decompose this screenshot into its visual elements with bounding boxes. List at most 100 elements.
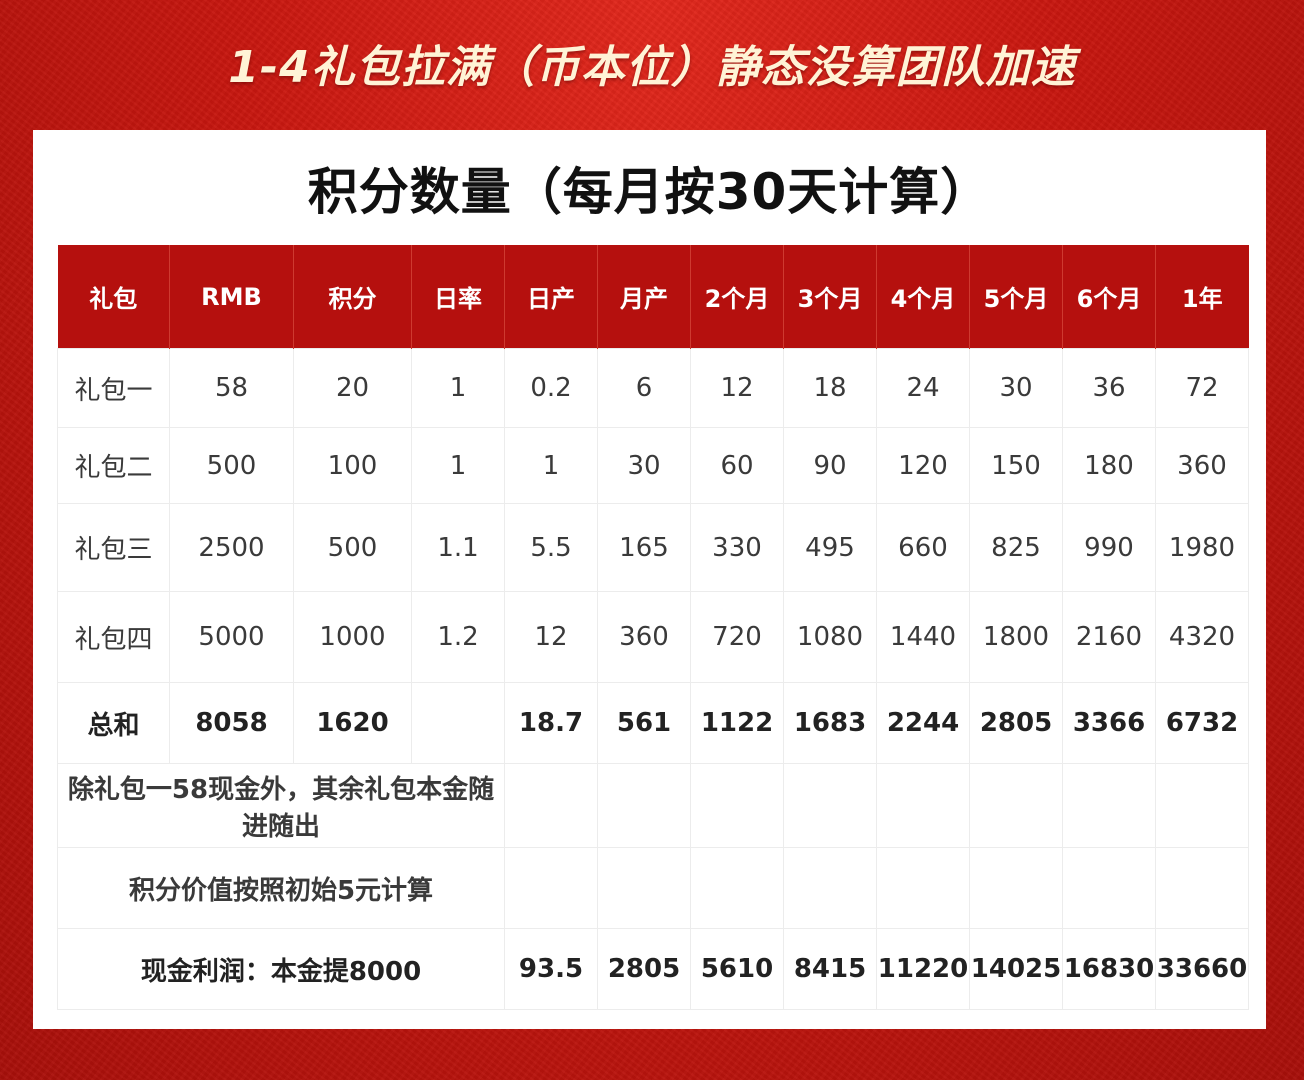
- table-cell: 4320: [1155, 591, 1249, 683]
- total-row: 总和 8058 1620 18.7 561 1122 1683 2244 280…: [57, 682, 1249, 764]
- empty-cell: [1062, 763, 1156, 848]
- table-cell: 500: [169, 427, 294, 504]
- total-cell: 1122: [690, 682, 784, 764]
- table-cell: 6: [597, 348, 691, 428]
- table-cell: 1440: [876, 591, 970, 683]
- table-cell: 1.2: [411, 591, 505, 683]
- table-cell: 5.5: [504, 503, 598, 592]
- header-4-months: 4个月: [876, 245, 970, 349]
- empty-cell: [1155, 847, 1249, 929]
- table-row: 礼包一 58 20 1 0.2 6 12 18 24 30 36 72: [57, 348, 1249, 428]
- total-cell: 2244: [876, 682, 970, 764]
- empty-cell: [969, 847, 1063, 929]
- table-cell: 720: [690, 591, 784, 683]
- empty-cell: [876, 763, 970, 848]
- table-row: 礼包四 5000 1000 1.2 12 360 720 1080 1440 1…: [57, 591, 1249, 683]
- table-cell: 165: [597, 503, 691, 592]
- table-cell: 150: [969, 427, 1063, 504]
- header-daily-rate: 日率: [411, 245, 505, 349]
- header-3-months: 3个月: [783, 245, 877, 349]
- table-cell: 2160: [1062, 591, 1156, 683]
- total-label: 总和: [57, 682, 170, 764]
- empty-cell: [504, 763, 598, 848]
- note-row-principal: 除礼包一58现金外，其余礼包本金随进随出: [57, 763, 1249, 848]
- table-cell: 1800: [969, 591, 1063, 683]
- header-package: 礼包: [57, 245, 170, 349]
- profit-cell: 8415: [783, 928, 877, 1010]
- table-cell: 24: [876, 348, 970, 428]
- profit-cell: 14025: [969, 928, 1063, 1010]
- table-row: 礼包三 2500 500 1.1 5.5 165 330 495 660 825…: [57, 503, 1249, 592]
- empty-cell: [969, 763, 1063, 848]
- table-cell: 18: [783, 348, 877, 428]
- table-cell: 120: [876, 427, 970, 504]
- profit-cell: 5610: [690, 928, 784, 1010]
- total-cell: [411, 682, 505, 764]
- total-cell: 18.7: [504, 682, 598, 764]
- total-cell: 8058: [169, 682, 294, 764]
- profit-cell: 2805: [597, 928, 691, 1010]
- table-cell: 495: [783, 503, 877, 592]
- principal-note: 除礼包一58现金外，其余礼包本金随进随出: [57, 763, 505, 848]
- table-cell: 1980: [1155, 503, 1249, 592]
- point-value-note: 积分价值按照初始5元计算: [57, 847, 505, 929]
- profit-cell: 11220: [876, 928, 970, 1010]
- table-cell: 360: [1155, 427, 1249, 504]
- table-cell: 12: [690, 348, 784, 428]
- table-cell: 60: [690, 427, 784, 504]
- total-cell: 1620: [293, 682, 412, 764]
- header-points: 积分: [293, 245, 412, 349]
- table-cell: 1: [411, 348, 505, 428]
- table-cell: 180: [1062, 427, 1156, 504]
- table-cell: 330: [690, 503, 784, 592]
- total-cell: 2805: [969, 682, 1063, 764]
- empty-cell: [597, 847, 691, 929]
- profit-cell: 16830: [1062, 928, 1156, 1010]
- row-label: 礼包二: [57, 427, 170, 504]
- table-cell: 1.1: [411, 503, 505, 592]
- header-monthly-output: 月产: [597, 245, 691, 349]
- header-6-months: 6个月: [1062, 245, 1156, 349]
- row-label: 礼包一: [57, 348, 170, 428]
- profit-label: 现金利润：本金提8000: [57, 928, 505, 1010]
- row-label: 礼包四: [57, 591, 170, 683]
- header-1-year: 1年: [1155, 245, 1249, 349]
- table-cell: 30: [597, 427, 691, 504]
- table-cell: 660: [876, 503, 970, 592]
- table-cell: 1080: [783, 591, 877, 683]
- empty-cell: [876, 847, 970, 929]
- table-cell: 825: [969, 503, 1063, 592]
- empty-cell: [783, 847, 877, 929]
- table-cell: 36: [1062, 348, 1156, 428]
- table-header-row: 礼包 RMB 积分 日率 日产 月产 2个月 3个月 4个月 5个月 6个月 1…: [57, 245, 1249, 349]
- empty-cell: [504, 847, 598, 929]
- table-cell: 5000: [169, 591, 294, 683]
- table-cell: 12: [504, 591, 598, 683]
- table-cell: 30: [969, 348, 1063, 428]
- total-cell: 6732: [1155, 682, 1249, 764]
- row-label: 礼包三: [57, 503, 170, 592]
- profit-cell: 33660: [1155, 928, 1249, 1010]
- table-cell: 100: [293, 427, 412, 504]
- points-table: 礼包 RMB 积分 日率 日产 月产 2个月 3个月 4个月 5个月 6个月 1…: [57, 245, 1249, 1010]
- table-cell: 1000: [293, 591, 412, 683]
- header-daily-output: 日产: [504, 245, 598, 349]
- card-title: 积分数量（每月按30天计算）: [307, 163, 992, 221]
- table-cell: 1: [504, 427, 598, 504]
- table-cell: 990: [1062, 503, 1156, 592]
- table-cell: 58: [169, 348, 294, 428]
- note-row-point-value: 积分价值按照初始5元计算: [57, 847, 1249, 929]
- header-5-months: 5个月: [969, 245, 1063, 349]
- table-cell: 20: [293, 348, 412, 428]
- table-cell: 500: [293, 503, 412, 592]
- table-cell: 72: [1155, 348, 1249, 428]
- total-cell: 1683: [783, 682, 877, 764]
- empty-cell: [1062, 847, 1156, 929]
- empty-cell: [783, 763, 877, 848]
- empty-cell: [690, 847, 784, 929]
- profit-cell: 93.5: [504, 928, 598, 1010]
- total-cell: 561: [597, 682, 691, 764]
- total-cell: 3366: [1062, 682, 1156, 764]
- empty-cell: [1155, 763, 1249, 848]
- table-cell: 1: [411, 427, 505, 504]
